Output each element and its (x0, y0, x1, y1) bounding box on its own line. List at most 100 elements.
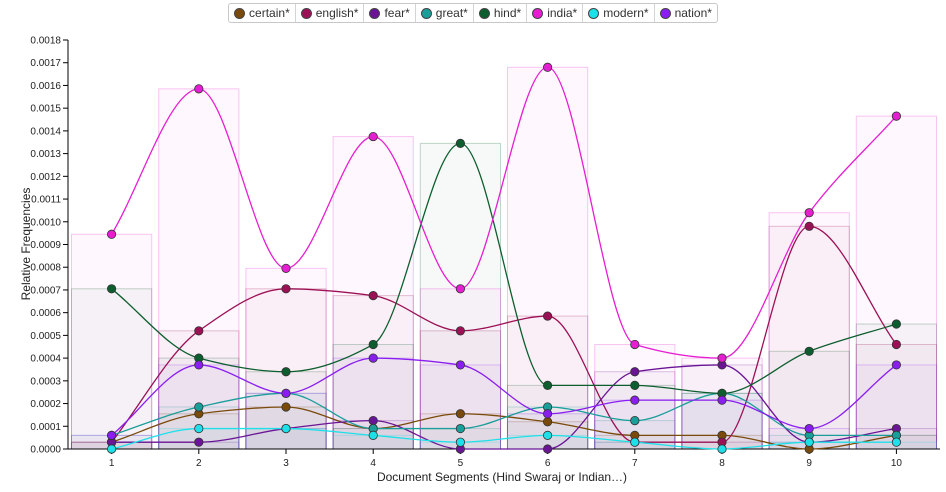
x-tick-label: 9 (806, 458, 812, 469)
point-modern-4 (368, 430, 378, 440)
point-india-5 (455, 284, 465, 294)
legend-item-nation[interactable]: nation* (655, 4, 717, 22)
point-english-9 (804, 221, 814, 231)
point-english-6 (542, 311, 553, 321)
point-india-4 (368, 131, 378, 142)
point-hind-7 (630, 380, 640, 390)
y-tick-label: 0.0016 (30, 81, 61, 92)
point-modern-7 (630, 437, 640, 447)
legend-item-india[interactable]: india* (527, 4, 584, 22)
legend-label: india* (547, 6, 578, 20)
point-hind-9 (804, 346, 814, 356)
y-tick-label: 0.0015 (30, 104, 61, 115)
legend-item-english[interactable]: english* (296, 4, 365, 22)
y-tick-label: 0.0010 (30, 217, 61, 228)
bars-layer (70, 66, 938, 450)
legend-swatch (478, 7, 490, 19)
x-tick-label: 5 (458, 458, 464, 469)
axes-layer: 0.0000 0.0001 0.0002 0.0003 0.0004 0.0005 0.00… (30, 36, 940, 469)
x-tick-label: 1 (109, 458, 115, 469)
point-india-9 (804, 208, 814, 218)
point-great-7 (630, 415, 640, 426)
point-english-10 (891, 339, 902, 350)
series-line-nation (111, 357, 897, 436)
y-tick-label: 0.0005 (30, 331, 61, 342)
point-india-8 (717, 353, 727, 363)
legend-box: certain* english* fear* great* hind* india* mo… (228, 3, 718, 23)
x-axis-title: Document Segments (Hind Swaraj or Indian… (377, 470, 627, 484)
y-tick-label: 0.0002 (30, 399, 61, 410)
point-english-4 (368, 291, 378, 301)
point-english-5 (455, 326, 465, 336)
y-tick-label: 0.0017 (30, 58, 61, 69)
x-tick-label: 8 (719, 458, 725, 469)
point-great-5 (455, 423, 465, 434)
point-modern-8 (717, 444, 727, 454)
point-modern-1 (107, 444, 117, 454)
point-modern-2 (194, 423, 204, 434)
x-tick-label: 10 (891, 458, 903, 469)
point-india-1 (107, 229, 117, 239)
point-hind-10 (891, 319, 902, 329)
point-fear-4 (368, 415, 378, 426)
legend-swatch (300, 7, 312, 19)
legend-swatch (659, 7, 671, 19)
point-modern-9 (804, 437, 814, 447)
point-nation-4 (368, 353, 378, 363)
point-nation-2 (194, 360, 204, 370)
legend-label: fear* (384, 6, 410, 20)
x-tick-label: 7 (632, 458, 638, 469)
y-tick-label: 0.0000 (30, 445, 61, 456)
legend-item-fear[interactable]: fear* (364, 4, 416, 22)
legend: certain* english* fear* great* hind* india* mo… (0, 3, 946, 23)
bar-india-1 (70, 233, 153, 450)
point-modern-3 (281, 423, 291, 434)
bar-india-9 (768, 212, 850, 450)
legend-swatch (532, 7, 544, 19)
legend-label: great* (435, 6, 468, 20)
x-tick-label: 4 (370, 458, 376, 469)
point-fear-6 (542, 444, 553, 454)
point-nation-1 (107, 430, 117, 440)
point-modern-10 (891, 437, 902, 447)
y-tick-label: 0.0012 (30, 172, 61, 183)
legend-label: nation* (674, 6, 712, 20)
point-modern-5 (455, 437, 465, 447)
point-fear-2 (194, 437, 204, 447)
point-nation-5 (455, 360, 465, 370)
points-layer (107, 62, 902, 454)
point-india-3 (281, 263, 291, 273)
point-india-2 (194, 84, 204, 94)
point-india-10 (891, 111, 902, 121)
legend-label: certain* (249, 6, 290, 20)
point-hind-1 (107, 284, 117, 294)
point-modern-6 (542, 430, 553, 440)
point-nation-9 (804, 423, 814, 434)
point-hind-5 (455, 138, 465, 148)
legend-item-certain[interactable]: certain* (229, 4, 296, 22)
y-tick-label: 0.0018 (30, 36, 61, 47)
point-india-6 (542, 62, 553, 72)
series-line-hind (111, 142, 897, 394)
point-great-2 (194, 402, 204, 412)
point-hind-3 (281, 367, 291, 377)
bar-nation-5 (419, 364, 502, 450)
y-tick-label: 0.0008 (30, 263, 61, 274)
legend-item-modern[interactable]: modern* (583, 4, 655, 22)
y-tick-label: 0.0006 (30, 308, 61, 319)
point-india-7 (630, 339, 640, 350)
y-tick-label: 0.0013 (30, 149, 61, 160)
legend-item-great[interactable]: great* (416, 4, 474, 22)
point-hind-6 (542, 380, 553, 390)
series-line-modern (111, 427, 897, 450)
point-english-2 (194, 326, 204, 336)
y-tick-label: 0.0009 (30, 240, 61, 251)
y-tick-label: 0.0004 (30, 354, 61, 365)
point-nation-3 (281, 388, 291, 398)
point-nation-10 (891, 360, 902, 370)
legend-item-hind[interactable]: hind* (474, 4, 528, 22)
legend-label: hind* (493, 6, 522, 20)
point-nation-7 (630, 395, 640, 405)
legend-swatch (420, 7, 432, 19)
point-nation-8 (717, 395, 727, 405)
